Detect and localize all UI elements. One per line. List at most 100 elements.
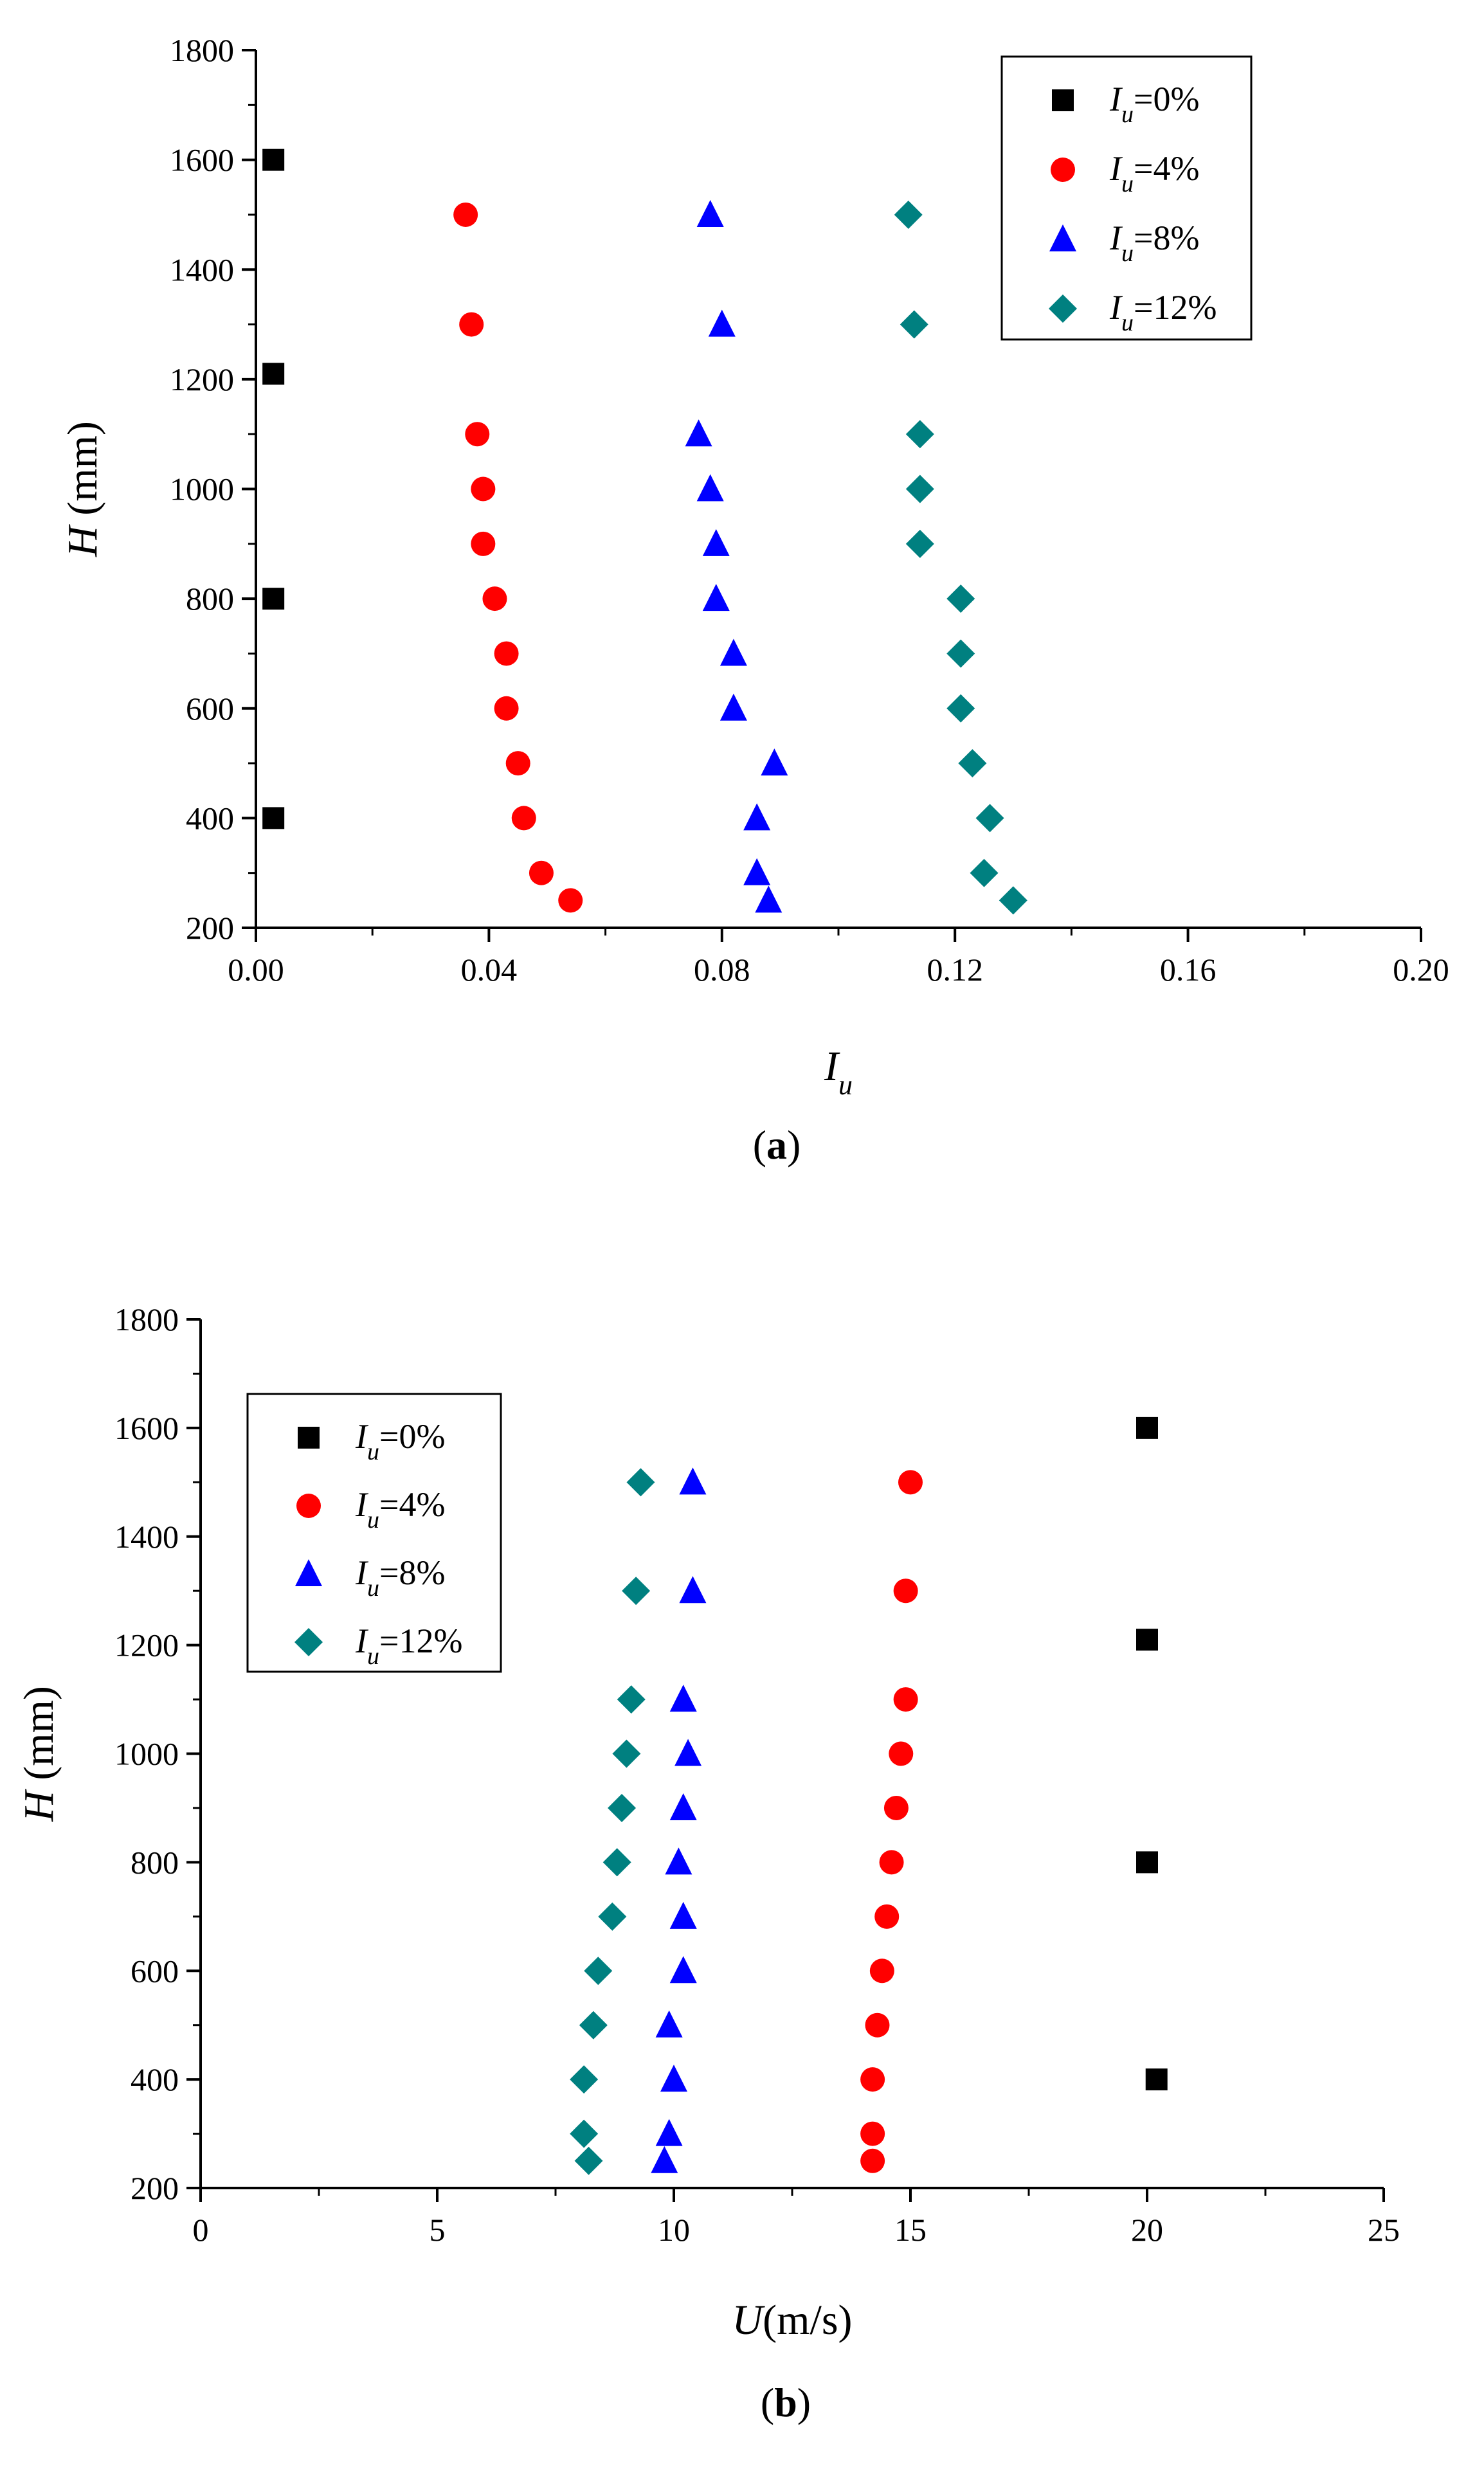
data-point: [669, 1956, 697, 1984]
y-tick-label: 1800: [114, 1301, 179, 1337]
data-point: [893, 1578, 918, 1604]
panel-caption: (a): [753, 1122, 801, 1168]
y-tick-label: 200: [186, 910, 234, 946]
data-point: [860, 2148, 885, 2173]
y-tick-label: 1200: [170, 361, 234, 397]
y-tick-label: 1600: [170, 142, 234, 178]
x-tick-label: 5: [430, 2212, 446, 2248]
data-point: [570, 2119, 599, 2148]
data-point: [529, 860, 554, 885]
data-point: [999, 886, 1027, 915]
x-tick-label: 0: [193, 2212, 209, 2248]
y-tick-label: 1200: [114, 1627, 179, 1663]
legend-marker: [1051, 158, 1075, 182]
data-point: [651, 2146, 678, 2173]
data-point: [453, 202, 478, 227]
series-triangle: [651, 1467, 707, 2173]
data-point: [975, 804, 1004, 833]
y-tick-label: 1400: [114, 1519, 179, 1555]
data-point: [505, 751, 530, 776]
data-point: [860, 2067, 885, 2092]
y-tick-label: 600: [186, 691, 234, 727]
data-point: [761, 748, 788, 776]
data-point: [598, 1902, 627, 1931]
data-point: [262, 807, 285, 829]
legend-marker: [1049, 224, 1076, 251]
data-point: [1136, 1416, 1158, 1439]
legend-label: Iu=0%: [355, 1417, 445, 1465]
y-axis-label: H (mm): [15, 1686, 62, 1822]
data-point: [574, 2146, 603, 2175]
panel-caption: (b): [761, 2380, 811, 2425]
y-tick-label: 200: [131, 2170, 179, 2206]
series-diamond: [570, 1468, 655, 2175]
data-point: [669, 1685, 697, 1712]
x-tick-label: 0.04: [461, 952, 518, 988]
data-point: [665, 1847, 692, 1875]
y-axis-label: H (mm): [59, 421, 106, 557]
data-point: [465, 422, 490, 447]
data-point: [471, 531, 496, 556]
legend-label: Iu=4%: [1109, 149, 1199, 197]
data-point: [669, 1793, 697, 1820]
legend-marker: [298, 1427, 320, 1449]
data-point: [679, 1576, 707, 1604]
data-point: [743, 858, 771, 885]
y-tick-label: 1000: [114, 1736, 179, 1772]
legend-marker: [1052, 89, 1074, 111]
legend-label: Iu=8%: [1109, 219, 1199, 267]
series-square: [1136, 1416, 1168, 2091]
data-point: [626, 1468, 655, 1497]
data-point: [471, 476, 496, 502]
y-tick-label: 1000: [170, 471, 234, 507]
legend-marker: [295, 1559, 322, 1586]
data-point: [946, 694, 975, 723]
data-point: [900, 310, 928, 339]
y-tick-label: 800: [186, 581, 234, 617]
legend-marker: [296, 1494, 321, 1518]
x-tick-label: 0.16: [1160, 952, 1217, 988]
data-point: [1136, 1851, 1158, 1874]
data-point: [617, 1685, 646, 1714]
data-point: [860, 2121, 885, 2146]
data-point: [1145, 2068, 1168, 2091]
data-point: [889, 1741, 914, 1766]
data-point: [743, 803, 771, 831]
series-circle: [860, 1470, 923, 2173]
x-tick-label: 10: [658, 2212, 690, 2248]
data-point: [946, 584, 975, 613]
legend-marker: [294, 1628, 323, 1656]
data-point: [719, 693, 747, 721]
data-point: [874, 1904, 900, 1929]
x-tick-label: 20: [1131, 2212, 1163, 2248]
legend-label: Iu=4%: [355, 1485, 445, 1533]
x-tick-label: 15: [894, 2212, 927, 2248]
data-point: [459, 312, 484, 337]
data-point: [570, 2065, 599, 2094]
data-point: [702, 529, 730, 556]
data-point: [262, 588, 285, 610]
series-triangle: [685, 199, 788, 913]
data-point: [655, 2010, 683, 2038]
legend-marker: [1049, 294, 1077, 323]
data-point: [660, 2065, 687, 2092]
legend-label: Iu=12%: [355, 1622, 462, 1670]
data-point: [696, 474, 724, 502]
data-point: [879, 1850, 904, 1875]
data-point: [865, 2012, 890, 2038]
data-point: [898, 1470, 923, 1495]
data-point: [755, 885, 783, 913]
x-axis-label: Iu: [824, 1043, 853, 1101]
data-point: [719, 638, 747, 666]
y-tick-label: 1600: [114, 1410, 179, 1446]
data-point: [894, 200, 923, 229]
data-point: [669, 1901, 697, 1929]
data-point: [608, 1793, 637, 1822]
data-point: [905, 475, 934, 503]
data-point: [958, 749, 987, 778]
x-axis-label: U(m/s): [732, 2297, 853, 2344]
chart-panel-a: 0.00 0.04 0.08 0.12 0.16 0.20 200 400 600 800 1000…: [59, 32, 1449, 1168]
data-point: [262, 363, 285, 385]
x-tick-label: 0.08: [694, 952, 750, 988]
